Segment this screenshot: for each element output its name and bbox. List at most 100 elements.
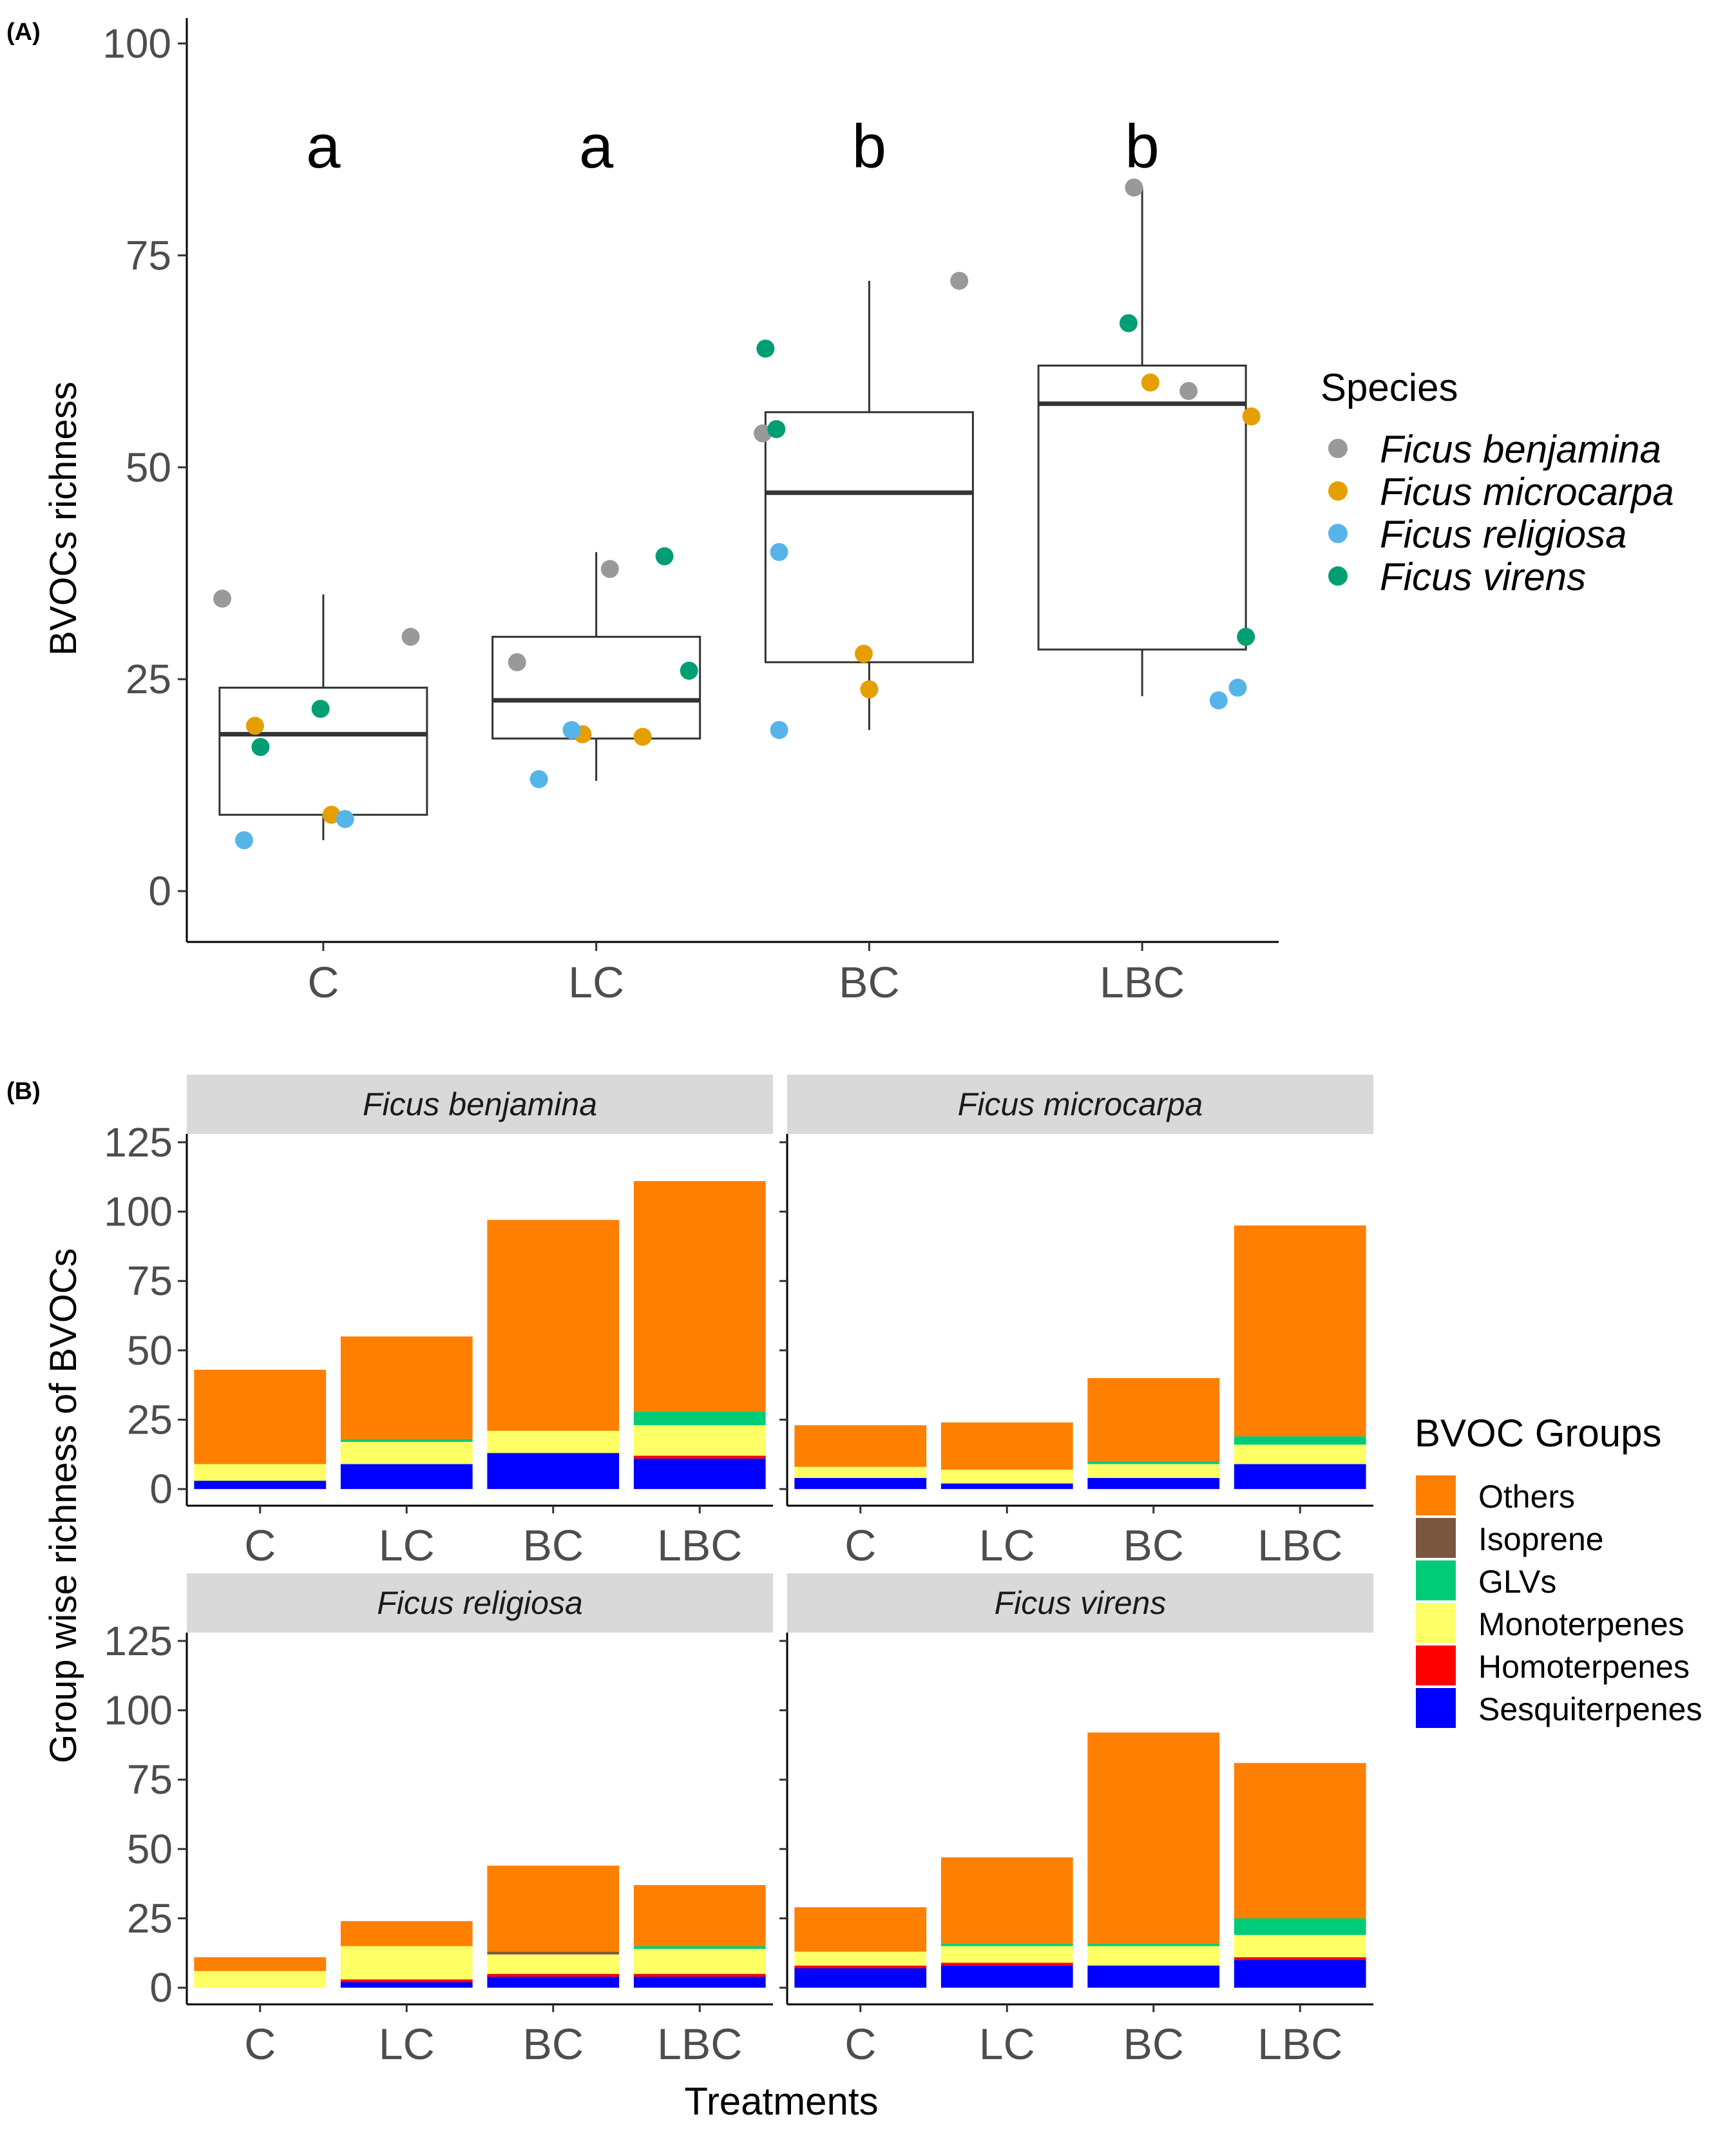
facet-y-tick-label: 0 (149, 1964, 173, 2011)
bar-segment-monoterpenes (794, 1952, 927, 1966)
box-iqr (491, 635, 701, 740)
bar-segment-others (633, 1181, 766, 1412)
facet-x-tick-label-lc: LC (979, 1521, 1035, 1570)
bar-segment-glvs (1087, 1461, 1220, 1464)
ficus-religiosa-legend-swatch (1328, 524, 1348, 543)
stacked-bar-ficus-virens-lc (940, 1857, 1073, 1988)
others-legend-label: Others (1478, 1479, 1575, 1515)
facet-x-tick-label-bc: BC (1123, 1521, 1184, 1570)
bar-segment-sesquiterpenes (194, 1481, 327, 1490)
point-ficus-microcarpa-lbc (1141, 373, 1159, 392)
bar-segment-glvs (633, 1411, 766, 1426)
point-ficus-religiosa-lc (562, 721, 581, 740)
bvoc-groups-legend: BVOC Groups Others Isoprene GLVs Monoterpen… (1415, 1412, 1702, 1728)
facet-strip-ficus-virens (787, 1573, 1373, 1633)
facet-x-tick-label-lc: LC (979, 2020, 1035, 2069)
bar-segment-homoterpenes (487, 1973, 620, 1977)
facet-ficus-microcarpa: Ficus microcarpa C LC BC LBC (779, 1075, 1373, 1570)
homoterpenes-legend-label: Homoterpenes (1478, 1649, 1690, 1685)
isoprene-legend-swatch (1416, 1518, 1456, 1558)
stacked-bar-ficus-microcarpa-c (794, 1425, 927, 1490)
panel-a-x-tick-label-lbc: LBC (1100, 958, 1185, 1007)
facet-y-tick-label: 125 (104, 1618, 173, 1664)
significance-letter-c: a (306, 112, 341, 181)
box-lc (491, 552, 701, 782)
stacked-bar-ficus-microcarpa-lc (940, 1422, 1073, 1490)
box-lbc (1037, 187, 1247, 696)
bar-segment-others (940, 1857, 1073, 1944)
bvoc-legend-item-isoprene: Isoprene (1416, 1518, 1604, 1558)
bvoc-groups-legend-items: Others Isoprene GLVs Monoterpenes Homoterpen… (1416, 1475, 1702, 1728)
point-ficus-religiosa-c (234, 831, 253, 850)
panel-a-y-tick-label: 25 (126, 656, 171, 702)
homoterpenes-legend-swatch (1416, 1645, 1456, 1685)
bvoc-groups-legend-title: BVOC Groups (1415, 1412, 1661, 1455)
stacked-bar-ficus-benjamina-bc (487, 1220, 620, 1490)
facet-strip-ficus-benjamina (187, 1075, 773, 1134)
point-ficus-religiosa-lc (529, 770, 548, 789)
facet-ficus-religiosa: Ficus religiosa 0 25 50 75 100 125 C LC BC LBC (104, 1573, 773, 2069)
bar-segment-sesquiterpenes (487, 1453, 620, 1490)
ficus-benjamina-legend-swatch (1328, 439, 1348, 458)
bar-segment-others (487, 1865, 620, 1952)
bar-segment-others (633, 1885, 766, 1946)
bar-segment-homoterpenes (1234, 1957, 1366, 1961)
facet-x-tick-label-c: C (244, 2020, 276, 2069)
facet-x-tick-label-lbc: LBC (657, 1521, 742, 1570)
bar-segment-monoterpenes (1087, 1464, 1220, 1478)
bar-segment-sesquiterpenes (794, 1968, 927, 1988)
facet-y-tick-label: 100 (104, 1189, 173, 1235)
point-ficus-virens-lbc (1119, 314, 1138, 332)
point-ficus-virens-lc (655, 547, 674, 566)
bvoc-legend-item-sesquiterpenes: Sesquiterpenes (1416, 1688, 1702, 1728)
box-iqr (1037, 364, 1247, 651)
species-legend-item-ficus-microcarpa: Ficus microcarpa (1328, 470, 1674, 513)
point-ficus-religiosa-c (336, 810, 354, 829)
panel-a-y-tick-label: 0 (148, 868, 171, 914)
facet-x-tick-label-bc: BC (523, 1521, 584, 1570)
stacked-bar-ficus-benjamina-lc (340, 1336, 473, 1490)
bar-segment-monoterpenes (794, 1466, 927, 1478)
significance-letter-lbc: b (1125, 112, 1159, 181)
bar-segment-monoterpenes (340, 1441, 473, 1464)
bar-segment-homoterpenes (633, 1973, 766, 1977)
facet-x-tick-label-lc: LC (379, 1521, 435, 1570)
facet-x-tick-label-lbc: LBC (657, 2020, 742, 2069)
glvs-legend-label: GLVs (1478, 1564, 1556, 1600)
facet-y-tick-label: 75 (127, 1756, 173, 1803)
facet-title-ficus-religiosa: Ficus religiosa (377, 1585, 583, 1621)
bar-segment-sesquiterpenes (1087, 1965, 1220, 1988)
panel-b-x-axis-title: Treatments (684, 2080, 878, 2123)
facet-x-tick-label-bc: BC (1123, 2020, 1184, 2069)
facet-y-tick-label: 75 (127, 1258, 173, 1304)
bvoc-legend-item-homoterpenes: Homoterpenes (1416, 1645, 1690, 1685)
bar-segment-monoterpenes (633, 1948, 766, 1974)
panel-a-plot-area: 0 25 50 75 100 Ca LC a BC b LBC b (102, 18, 1279, 1007)
others-legend-swatch (1416, 1475, 1456, 1515)
point-ficus-virens-bc (756, 340, 775, 358)
panel-a-label: (A) (6, 19, 41, 46)
species-legend-item-ficus-benjamina: Ficus benjamina (1328, 428, 1661, 471)
isoprene-legend-label: Isoprene (1478, 1521, 1604, 1557)
point-ficus-virens-bc (767, 420, 786, 439)
point-ficus-benjamina-lbc (1179, 381, 1198, 400)
facet-x-tick-label-c: C (244, 1521, 276, 1570)
bar-segment-sesquiterpenes (633, 1976, 766, 1988)
point-ficus-benjamina-lbc (1125, 178, 1143, 197)
bar-segment-others (1234, 1225, 1366, 1437)
facet-y-tick-label: 25 (127, 1397, 173, 1443)
panel-a-y-axis-title: BVOCs richness (43, 381, 84, 655)
stacked-bar-ficus-benjamina-lbc (633, 1181, 766, 1490)
bar-segment-monoterpenes (1087, 1946, 1220, 1966)
point-ficus-religiosa-bc (770, 542, 788, 561)
facet-x-tick-label-c: C (844, 1521, 876, 1570)
bar-segment-monoterpenes (633, 1425, 766, 1456)
panel-a-x-tick-label-c: C (307, 958, 339, 1007)
monoterpenes-legend-swatch (1416, 1603, 1456, 1643)
bar-segment-others (794, 1425, 927, 1467)
bar-segment-monoterpenes (1234, 1444, 1366, 1464)
